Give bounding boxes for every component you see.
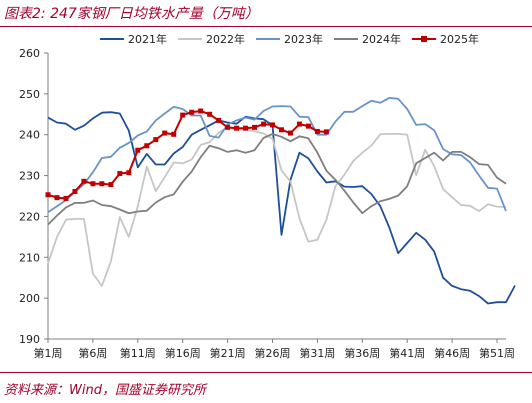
x-tick-label: 第26周 (255, 346, 291, 360)
data-point-2025年 (135, 147, 141, 153)
data-point-2025年 (323, 129, 329, 135)
legend-label: 2024年 (362, 32, 401, 46)
chart-title: 图表2: 247家钢厂日均铁水产量（万吨） (4, 6, 259, 22)
data-point-2025年 (198, 108, 204, 114)
series-line-2022年 (47, 126, 507, 287)
data-point-2025年 (45, 192, 51, 198)
y-tick-label: 240 (19, 129, 40, 142)
data-point-2025年 (243, 125, 249, 131)
legend-label: 2025年 (440, 32, 479, 46)
data-point-2025年 (162, 130, 168, 136)
data-point-2025年 (296, 121, 302, 127)
data-point-2025年 (144, 143, 150, 149)
x-tick-label: 第11周 (120, 346, 156, 360)
x-tick-label: 第46周 (434, 346, 470, 360)
data-point-2025年 (234, 125, 240, 131)
data-point-2025年 (216, 117, 222, 123)
data-point-2025年 (126, 170, 132, 176)
data-point-2025年 (81, 178, 87, 184)
data-point-2025年 (171, 131, 177, 137)
data-point-2025年 (108, 182, 114, 188)
data-point-2025年 (207, 111, 213, 117)
footer-divider (0, 372, 532, 373)
data-point-2025年 (278, 127, 284, 133)
data-point-2025年 (270, 122, 276, 128)
y-tick-label: 250 (19, 88, 40, 101)
x-tick-label: 第31周 (299, 346, 335, 360)
x-tick-label: 第51周 (479, 346, 515, 360)
source-note: 资料来源：Wind，国盛证券研究所 (4, 383, 206, 398)
series-line-2021年 (47, 111, 516, 305)
series-line-2025年 (47, 110, 327, 200)
data-point-2025年 (90, 181, 96, 187)
y-tick-label: 230 (19, 170, 40, 183)
y-tick-label: 200 (19, 292, 40, 305)
data-point-2025年 (180, 112, 186, 118)
y-tick-label: 210 (19, 251, 40, 264)
data-point-2025年 (305, 123, 311, 129)
x-tick-label: 第21周 (210, 346, 246, 360)
x-tick-label: 第1周 (34, 346, 63, 360)
y-tick-label: 190 (19, 333, 40, 346)
x-tick-label: 第6周 (78, 346, 107, 360)
header-divider (0, 26, 532, 27)
y-tick-label: 260 (19, 47, 40, 60)
x-tick-label: 第16周 (165, 346, 201, 360)
y-tick-label: 220 (19, 210, 40, 223)
series-group (45, 97, 516, 305)
legend-marker (421, 36, 427, 42)
data-point-2025年 (54, 195, 60, 201)
data-point-2025年 (117, 171, 123, 177)
legend-label: 2021年 (128, 32, 167, 46)
series-line-2023年 (47, 97, 507, 214)
data-point-2025年 (314, 128, 320, 134)
legend: 2021年 2022年 2023年 2024年 2025年 (100, 32, 479, 46)
x-tick-label: 第41周 (389, 346, 425, 360)
data-point-2025年 (252, 124, 258, 130)
legend-label: 2022年 (206, 32, 245, 46)
data-point-2025年 (72, 189, 78, 195)
data-point-2025年 (261, 121, 267, 127)
legend-label: 2023年 (284, 32, 323, 46)
data-point-2025年 (63, 195, 69, 201)
data-point-2025年 (99, 181, 105, 187)
x-tick-label: 第36周 (344, 346, 380, 360)
data-point-2025年 (225, 124, 231, 130)
data-point-2025年 (153, 137, 159, 143)
series-line-2024年 (47, 133, 507, 226)
data-point-2025年 (189, 109, 195, 115)
data-point-2025年 (287, 130, 293, 136)
